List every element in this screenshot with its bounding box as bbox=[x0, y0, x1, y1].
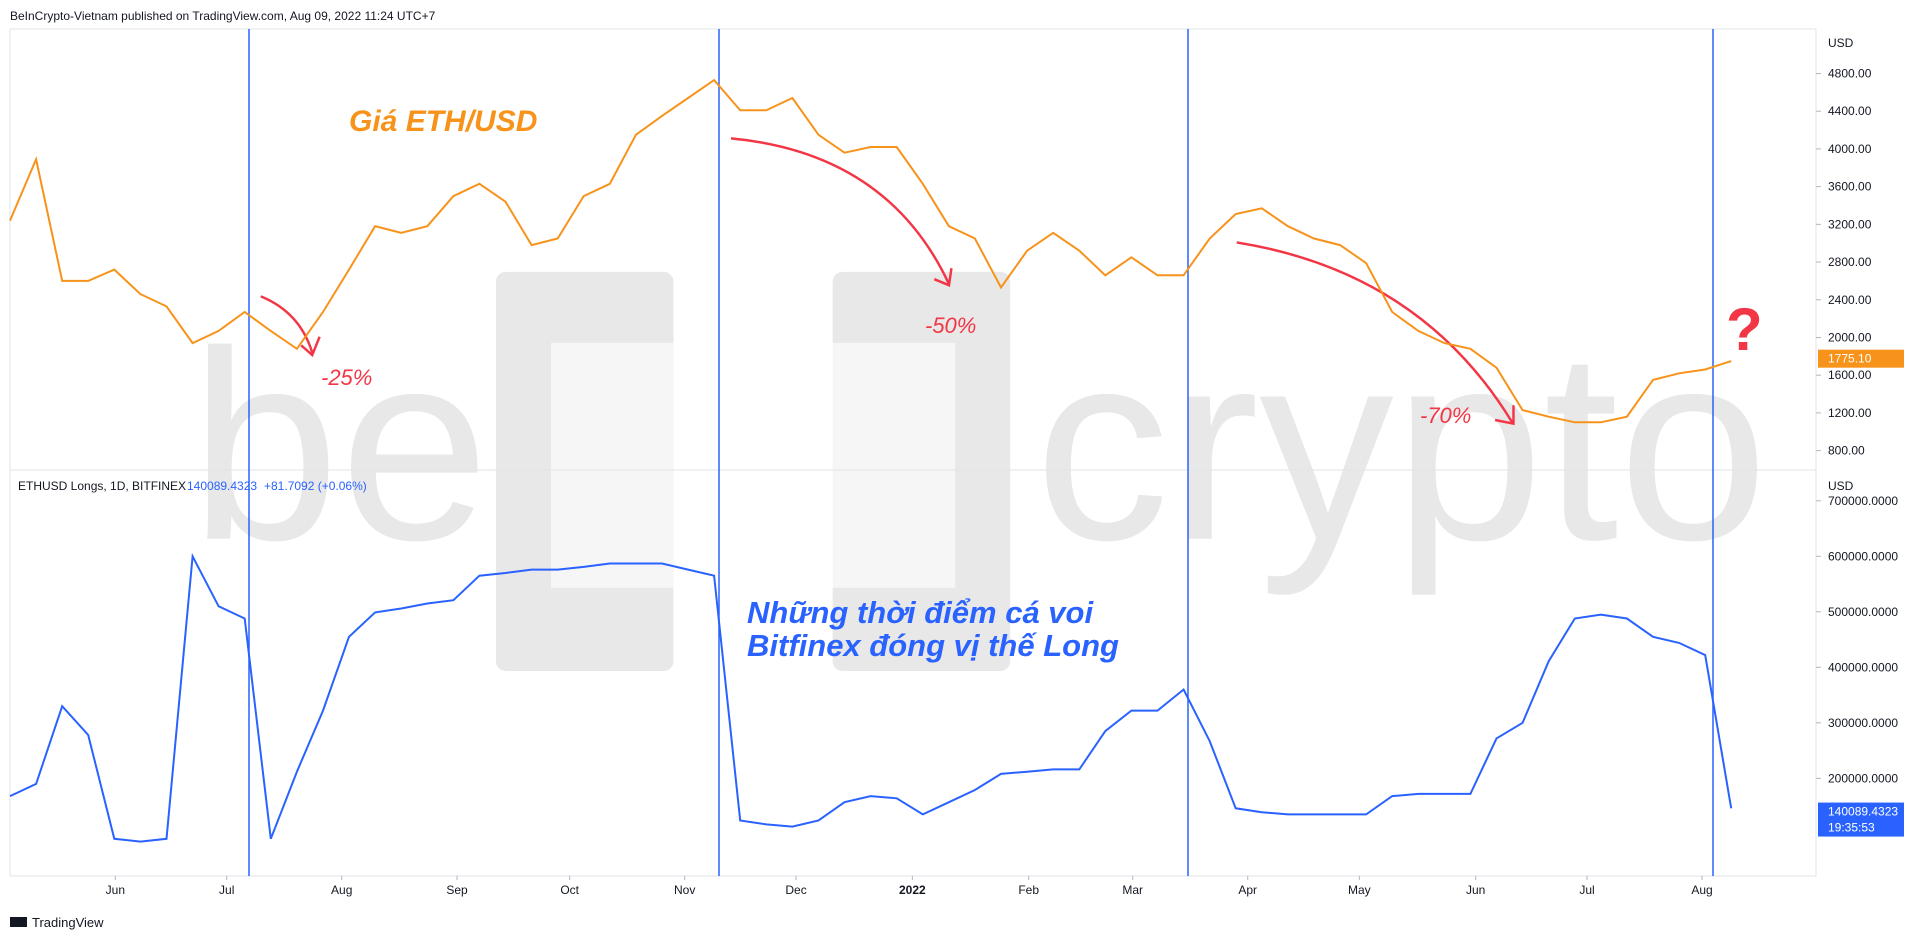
arrows bbox=[260, 137, 1515, 426]
y-tick-label: 4400.00 bbox=[1828, 104, 1872, 118]
legend-change: +81.7092 (+0.06%) bbox=[264, 479, 367, 493]
x-tick-label: Jul bbox=[1579, 883, 1594, 897]
x-tick-label: Jun bbox=[106, 883, 125, 897]
last-time-label: 19:35:53 bbox=[1828, 821, 1875, 835]
annotation: -50% bbox=[925, 313, 976, 338]
axis-unit: USD bbox=[1828, 479, 1854, 493]
y-tick-label: 2000.00 bbox=[1828, 330, 1872, 344]
y-tick-label: 3600.00 bbox=[1828, 180, 1872, 194]
y-tick-label: 300000.0000 bbox=[1828, 716, 1898, 730]
x-tick-label: Jun bbox=[1466, 883, 1485, 897]
last-value-tag bbox=[1818, 349, 1904, 368]
arrow bbox=[1236, 241, 1515, 426]
x-tick-label: May bbox=[1348, 883, 1371, 897]
watermark-text: be bbox=[190, 296, 490, 597]
price-label: Giá ETH/USD bbox=[349, 105, 537, 138]
watermark-text: crypto bbox=[1035, 296, 1769, 598]
y-tick-label: 1200.00 bbox=[1828, 406, 1872, 420]
arrow bbox=[260, 295, 321, 358]
y-tick-label: 1600.00 bbox=[1828, 368, 1872, 382]
x-tick-label: Sep bbox=[446, 883, 468, 897]
last-value-label: 140089.4323 bbox=[1828, 805, 1898, 819]
y-tick-label: 2400.00 bbox=[1828, 293, 1872, 307]
series-line bbox=[9, 78, 1732, 424]
annotation: Bitfinex đóng vị thế Long bbox=[747, 628, 1119, 663]
last-value-tag bbox=[1818, 802, 1904, 837]
x-tick-label: Oct bbox=[560, 883, 579, 897]
series-line bbox=[9, 552, 1733, 843]
y-tick-label: 800.00 bbox=[1828, 444, 1865, 458]
y-tick-label: 200000.0000 bbox=[1828, 771, 1898, 785]
x-tick-label: 2022 bbox=[899, 883, 926, 897]
y-tick-label: 4800.00 bbox=[1828, 66, 1872, 80]
x-tick-label: Feb bbox=[1018, 883, 1039, 897]
y-tick-label: 400000.0000 bbox=[1828, 660, 1898, 674]
footer: TradingView bbox=[32, 915, 104, 930]
x-tick-label: Aug bbox=[1691, 883, 1712, 897]
annotation: ? bbox=[1726, 296, 1763, 363]
y-tick-label: 3200.00 bbox=[1828, 217, 1872, 231]
x-tick-label: Aug bbox=[331, 883, 352, 897]
logo-cut bbox=[551, 342, 956, 588]
y-tick-label: 4000.00 bbox=[1828, 142, 1872, 156]
legend-value: 140089.4323 bbox=[187, 479, 257, 493]
arrow bbox=[730, 137, 953, 288]
y-tick-label: 700000.0000 bbox=[1828, 494, 1898, 508]
y-tick-label: 600000.0000 bbox=[1828, 549, 1898, 563]
x-tick-label: Apr bbox=[1238, 883, 1257, 897]
header: BeInCrypto-Vietnam published on TradingV… bbox=[10, 9, 436, 23]
watermark: be crypto bbox=[190, 271, 1769, 672]
frame bbox=[9, 28, 1817, 877]
x-tick-label: Nov bbox=[674, 883, 695, 897]
axis-unit: USD bbox=[1828, 36, 1854, 50]
legend-title: ETHUSD Longs, 1D, BITFINEX bbox=[18, 479, 186, 493]
y-tick-label: 2800.00 bbox=[1828, 255, 1872, 269]
annotation: -25% bbox=[321, 365, 372, 390]
footer-logo bbox=[10, 917, 27, 927]
last-value-label: 1775.10 bbox=[1828, 352, 1872, 366]
x-tick-label: Mar bbox=[1122, 883, 1143, 897]
x-tick-label: Jul bbox=[219, 883, 234, 897]
annotation: -70% bbox=[1420, 403, 1471, 428]
y-tick-label: 500000.0000 bbox=[1828, 605, 1898, 619]
annotation: Những thời điểm cá voi bbox=[747, 595, 1094, 630]
event-lines bbox=[248, 29, 1714, 876]
x-tick-label: Dec bbox=[785, 883, 806, 897]
